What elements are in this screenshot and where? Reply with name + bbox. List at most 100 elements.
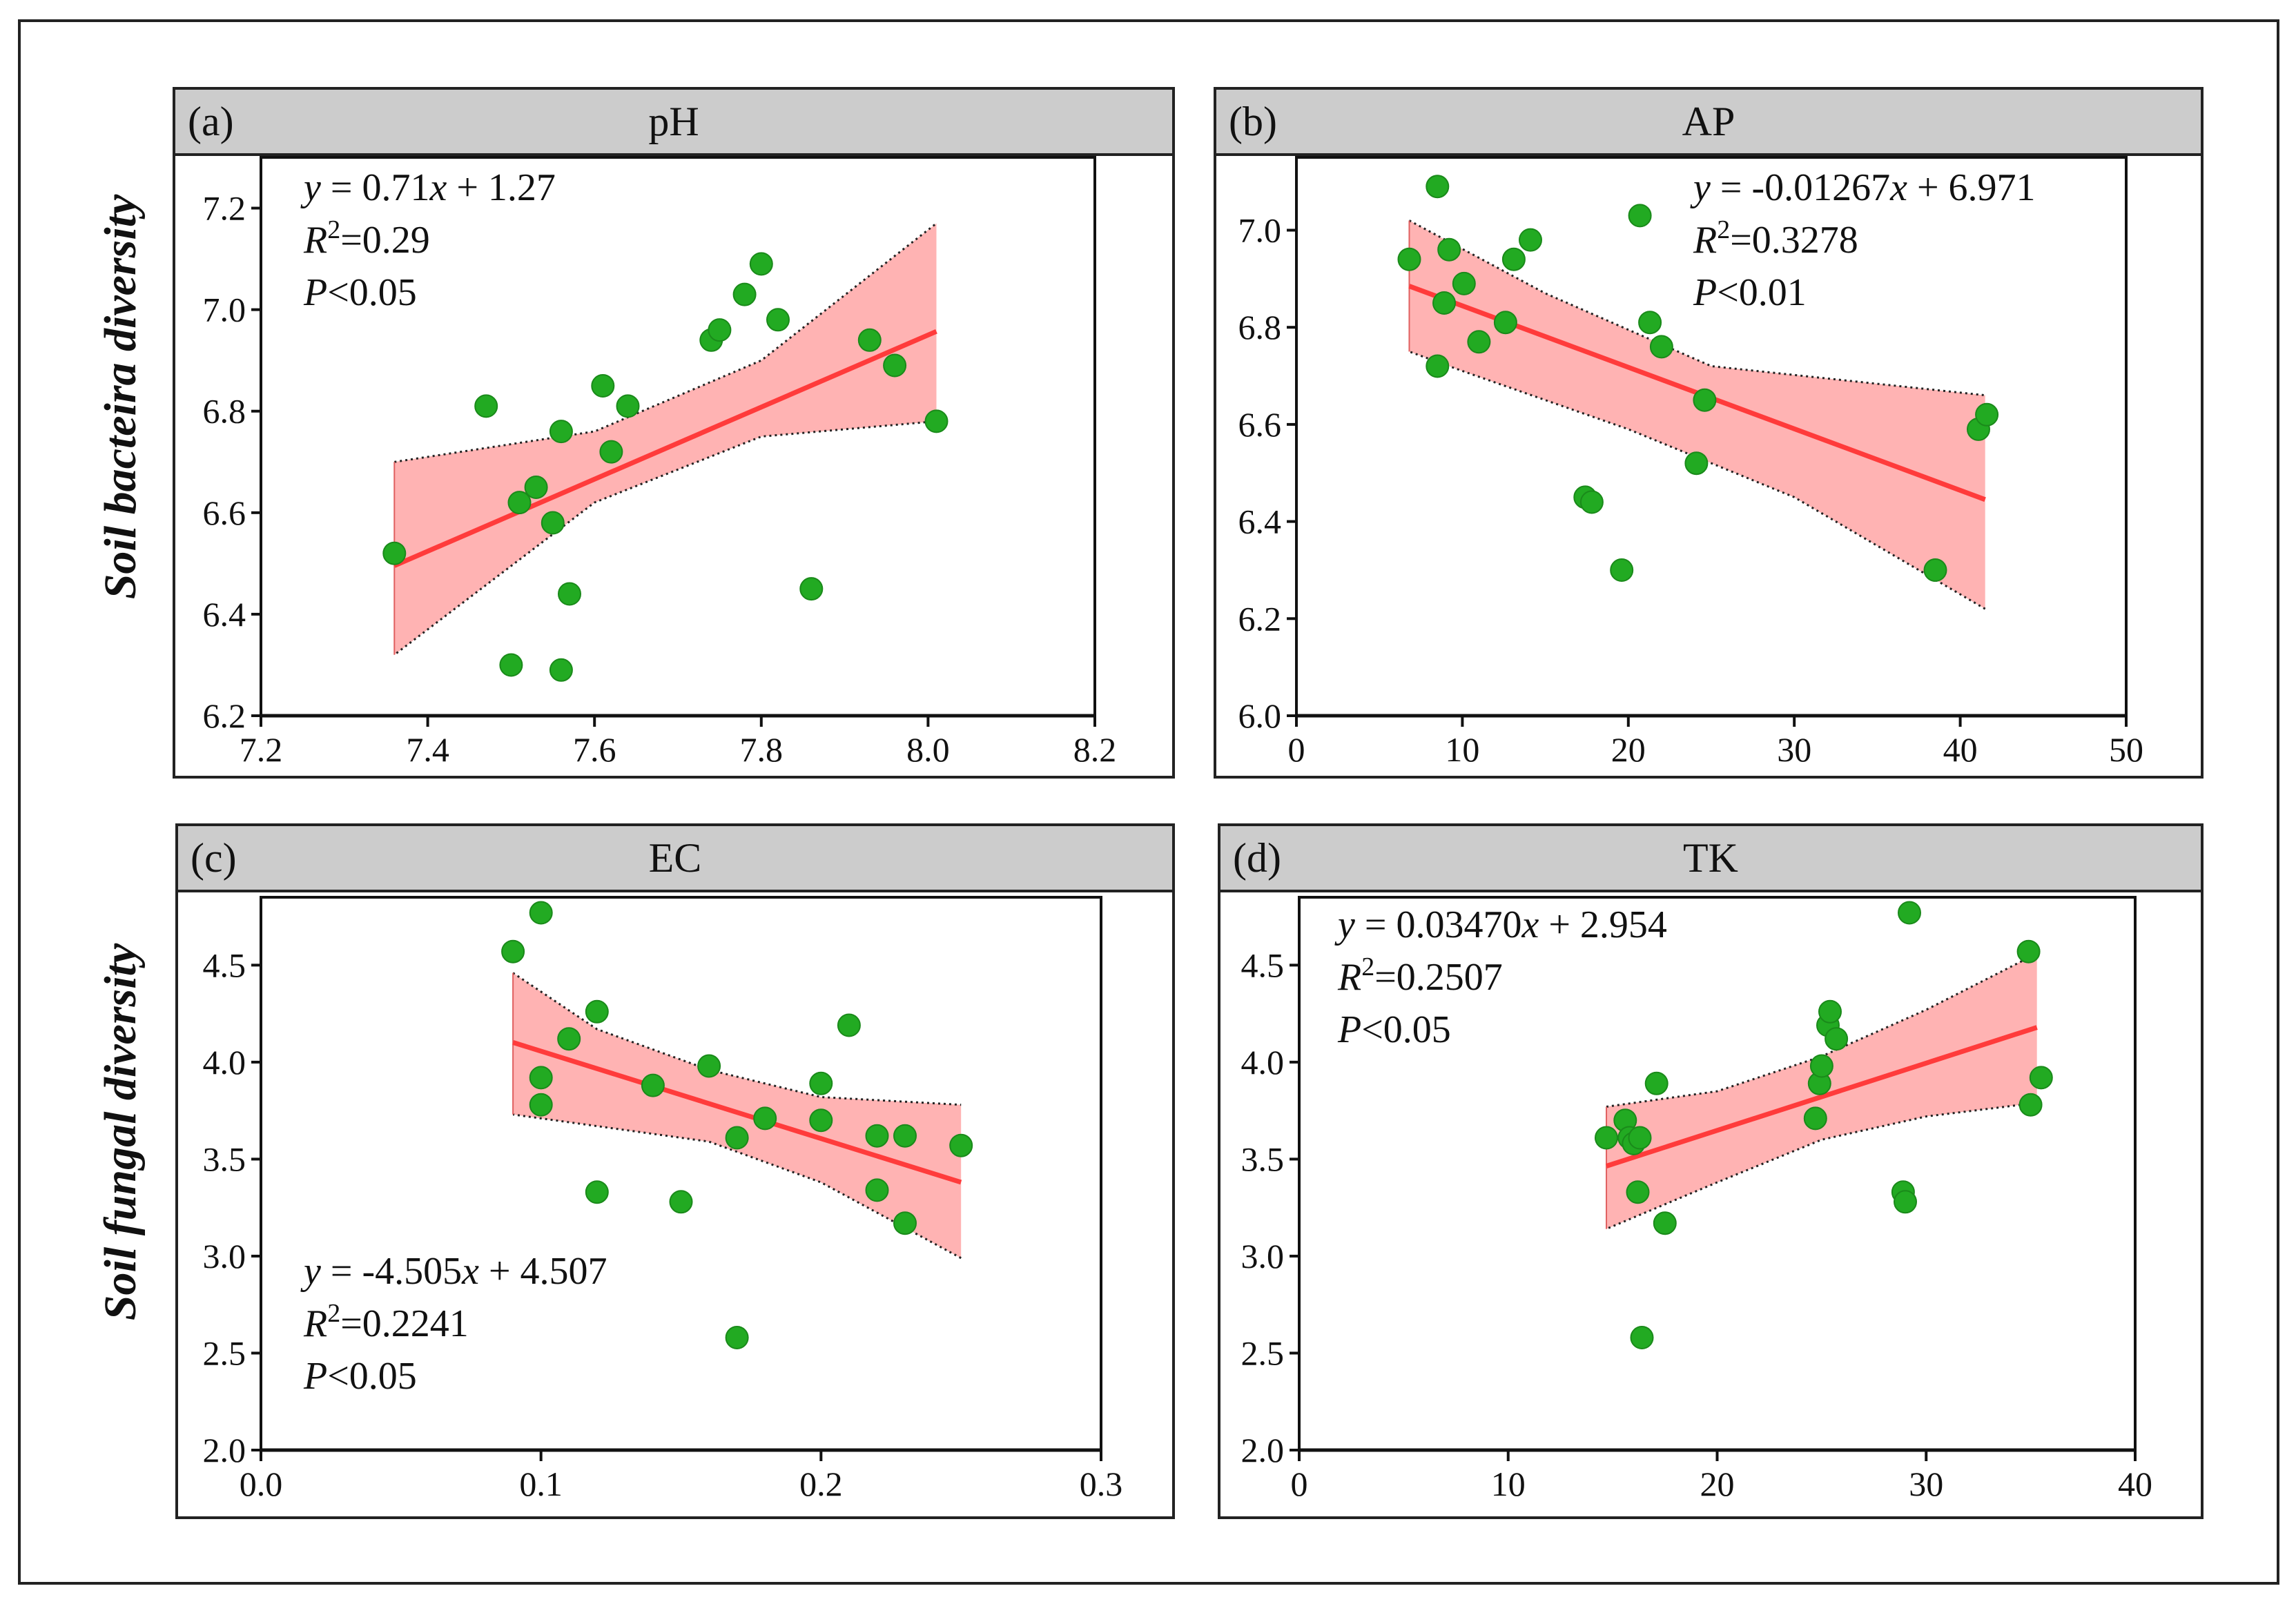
data-point <box>1426 354 1450 378</box>
data-point <box>749 252 773 276</box>
y-tick-label: 6.2 <box>1238 599 1282 638</box>
data-point <box>924 409 948 433</box>
data-point <box>524 476 548 499</box>
band-lower-edge <box>1606 1102 2037 1230</box>
data-point <box>1493 311 1517 335</box>
x-tick-label: 0.1 <box>519 1465 563 1503</box>
data-point <box>1437 237 1461 262</box>
data-point <box>529 1066 553 1090</box>
y-tick-label: 7.0 <box>203 291 246 329</box>
data-point <box>501 939 525 964</box>
data-point <box>1519 228 1542 252</box>
p-value: P<0.05 <box>303 271 417 314</box>
data-point <box>1467 330 1491 354</box>
panel-header <box>1218 823 2203 892</box>
r-squared: R2=0.2241 <box>303 1299 469 1345</box>
x-tick-label: 8.0 <box>906 730 950 769</box>
figure-border <box>18 19 2279 1585</box>
data-point <box>641 1073 665 1097</box>
data-point <box>549 658 573 682</box>
y-tick-label: 7.2 <box>203 189 246 228</box>
data-point <box>809 1071 833 1095</box>
panel-title: EC <box>649 835 702 881</box>
data-point <box>893 1211 917 1235</box>
data-point <box>809 1108 833 1133</box>
y-tick-label: 4.5 <box>203 946 246 984</box>
p-value: P<0.01 <box>1693 271 1807 314</box>
data-point <box>1809 1054 1833 1078</box>
data-point <box>725 1126 749 1150</box>
x-tick-label: 20 <box>1700 1465 1735 1503</box>
data-point <box>1397 247 1421 271</box>
panel-frame <box>175 823 1175 1519</box>
data-point <box>1452 271 1476 295</box>
data-point <box>541 511 565 535</box>
band-upper-edge <box>1408 219 1985 397</box>
panel-header <box>173 87 1175 156</box>
data-point <box>1644 1071 1669 1095</box>
data-point <box>529 1093 553 1117</box>
x-tick-label: 10 <box>1445 730 1479 769</box>
y-tick-label: 6.8 <box>1238 308 1282 346</box>
y-tick-label: 7.0 <box>1238 211 1282 250</box>
data-point <box>1579 490 1604 514</box>
data-point <box>599 440 623 464</box>
regression-line <box>393 329 937 568</box>
panel-title: TK <box>1683 835 1738 881</box>
y-tick-label: 3.0 <box>203 1237 246 1275</box>
x-tick-label: 30 <box>1909 1465 1943 1503</box>
data-point <box>1630 1326 1654 1349</box>
data-point <box>2029 1066 2053 1090</box>
data-point <box>1693 388 1717 412</box>
x-tick-label: 20 <box>1611 730 1646 769</box>
regression-equation: y = 0.03470x + 2.954 <box>1334 903 1667 946</box>
data-point <box>1653 1211 1677 1235</box>
band-lower-edge <box>393 420 937 656</box>
data-point <box>382 541 407 565</box>
x-tick-label: 30 <box>1777 730 1811 769</box>
data-point <box>1825 1027 1849 1051</box>
panel-a-ph: (a) pH 7.2 7.4 7.6 7.8 8.0 8.2 6.2 6.4 6.6 6.8 7.0 7.… <box>173 87 1175 779</box>
data-point <box>1638 311 1662 335</box>
data-point <box>1818 999 1842 1024</box>
data-point <box>1628 1126 1652 1150</box>
data-point <box>732 282 757 306</box>
data-point <box>883 353 907 378</box>
x-tick-label: 8.2 <box>1073 730 1117 769</box>
x-tick-label: 7.6 <box>573 730 616 769</box>
data-point <box>753 1106 777 1131</box>
data-point <box>1975 402 1999 427</box>
r-squared: R2=0.3278 <box>1693 215 1858 262</box>
y-tick-label: 3.0 <box>1241 1237 1285 1275</box>
y-tick-label: 2.5 <box>1241 1333 1285 1372</box>
panel-label: (d) <box>1233 835 1281 881</box>
data-point <box>837 1013 861 1037</box>
data-point <box>1626 1180 1650 1204</box>
x-tick-label: 0.0 <box>240 1465 283 1503</box>
data-point <box>1426 175 1450 199</box>
data-point <box>1628 204 1652 228</box>
data-point <box>1610 558 1634 582</box>
data-point <box>708 318 732 342</box>
data-point <box>1898 901 1921 925</box>
y-tick-label: 6.6 <box>1238 405 1282 444</box>
panel-label: (c) <box>191 835 237 881</box>
y-label-bottom: Soil fungal diversity <box>95 943 146 1320</box>
data-point <box>2018 1093 2043 1117</box>
y-tick-label: 2.0 <box>203 1431 246 1469</box>
r-squared: R2=0.29 <box>303 215 430 262</box>
data-point <box>474 394 498 418</box>
y-tick-label: 4.0 <box>1241 1043 1285 1082</box>
data-point <box>1803 1106 1827 1131</box>
regression-equation: y = -0.01267x + 6.971 <box>1690 166 2036 209</box>
data-point <box>591 374 615 398</box>
panel-header <box>175 823 1175 892</box>
x-tick-label: 7.8 <box>740 730 784 769</box>
regression-equation: y = 0.71x + 1.27 <box>300 166 556 209</box>
data-point <box>585 999 609 1024</box>
x-tick-label: 10 <box>1491 1465 1526 1503</box>
data-point <box>549 420 573 444</box>
y-tick-label: 3.5 <box>203 1140 246 1178</box>
x-tick-label: 0.3 <box>1080 1465 1123 1503</box>
panel-label: (b) <box>1229 99 1277 144</box>
